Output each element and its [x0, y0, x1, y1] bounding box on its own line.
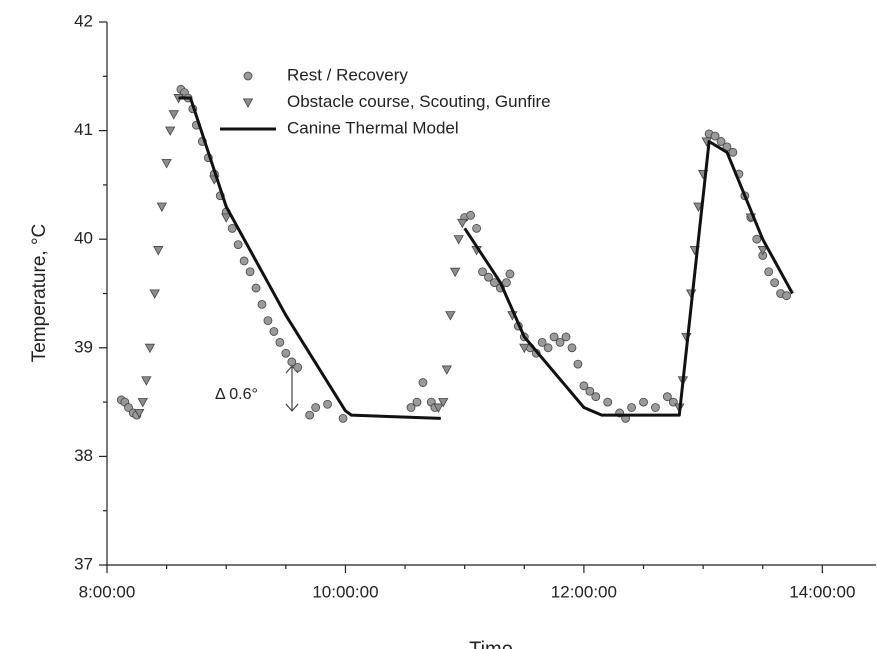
triangle-point [519, 343, 530, 354]
triangle-point [449, 267, 461, 278]
circle-point [752, 234, 762, 244]
legend-label: Canine Thermal Model [287, 118, 459, 137]
triangle-point [161, 159, 172, 169]
triangle-point [441, 365, 452, 375]
circle-point [662, 392, 672, 402]
circle-point [591, 392, 601, 402]
x-tick-label: 12:00:00 [551, 582, 617, 601]
circle-point [263, 316, 273, 326]
x-tick-label: 8:00:00 [79, 582, 136, 601]
circle-point [549, 332, 559, 342]
circle-point [281, 348, 291, 358]
circle-point [245, 267, 255, 277]
triangle-point [134, 408, 145, 419]
circle-point [338, 413, 348, 423]
circle-point [251, 283, 261, 293]
circle-point [311, 403, 321, 412]
legend-label: Obstacle course, Scouting, Gunfire [287, 92, 551, 111]
circle-point [257, 299, 267, 309]
circle-point [239, 256, 249, 266]
circle-point [472, 223, 481, 233]
x-axis-label: Time [469, 638, 513, 649]
y-tick-label: 42 [74, 11, 93, 30]
x-tick-label: 10:00:00 [312, 582, 378, 601]
circle-point [573, 359, 583, 369]
circle-point [466, 210, 476, 220]
circle-point [782, 291, 791, 301]
circle-point [716, 137, 726, 146]
circle-point [227, 223, 237, 233]
circle-point [505, 269, 515, 279]
circle-point [243, 71, 253, 81]
circle-point [478, 267, 487, 277]
triangle-point [156, 202, 168, 212]
circle-point [490, 278, 499, 288]
y-tick-label: 41 [74, 120, 93, 139]
circle-point [406, 403, 416, 412]
circle-point [770, 278, 780, 288]
triangle-point [453, 235, 464, 245]
circle-point [275, 337, 285, 347]
circle-point [484, 272, 493, 282]
triangle-point [144, 343, 156, 354]
triangle-point [757, 246, 768, 256]
annotation-arrow [285, 365, 299, 412]
y-axis-label: Temperature, °C [29, 224, 50, 363]
triangle-point [137, 398, 148, 408]
circle-point [561, 332, 571, 342]
circle-point [579, 381, 589, 391]
circle-point [502, 278, 511, 288]
circle-point [627, 403, 636, 412]
y-tick-label: 37 [74, 554, 93, 573]
circle-point [537, 337, 547, 347]
y-tick-label: 40 [74, 229, 93, 248]
y-tick-label: 38 [74, 446, 93, 465]
circle-point [305, 410, 315, 420]
triangle-point [141, 376, 152, 386]
triangle-point [221, 213, 232, 223]
x-tick-label: 14:00:00 [789, 582, 855, 601]
circle-point [710, 131, 720, 141]
circle-point [412, 397, 422, 407]
triangle-point [153, 246, 164, 256]
circle-point [418, 378, 428, 387]
model-line [178, 96, 794, 420]
triangle-point [438, 398, 449, 408]
circle-point [233, 240, 243, 250]
y-tick-label: 39 [74, 337, 93, 356]
triangle-point [433, 403, 444, 413]
circle-point [585, 386, 595, 396]
circle-point [639, 397, 648, 407]
circle-point [269, 327, 279, 336]
legend-label: Rest / Recovery [287, 65, 408, 84]
circle-point [124, 403, 133, 412]
triangle-point [165, 126, 176, 136]
circle-point [728, 147, 738, 157]
annotation: Δ 0.6° [215, 386, 258, 403]
triangle-point [445, 311, 456, 321]
circle-point [603, 397, 613, 407]
circle-point [287, 357, 297, 367]
triangle-point [149, 289, 160, 299]
circle-point [764, 267, 774, 277]
triangle-point [168, 110, 179, 120]
circle-point [293, 362, 303, 372]
circle-point [567, 343, 577, 353]
triangle-point [457, 218, 468, 229]
circle-point [543, 343, 553, 353]
circle-point [555, 337, 565, 347]
triangle-point [242, 98, 254, 108]
circle-point [651, 403, 660, 412]
circle-point [323, 399, 332, 409]
